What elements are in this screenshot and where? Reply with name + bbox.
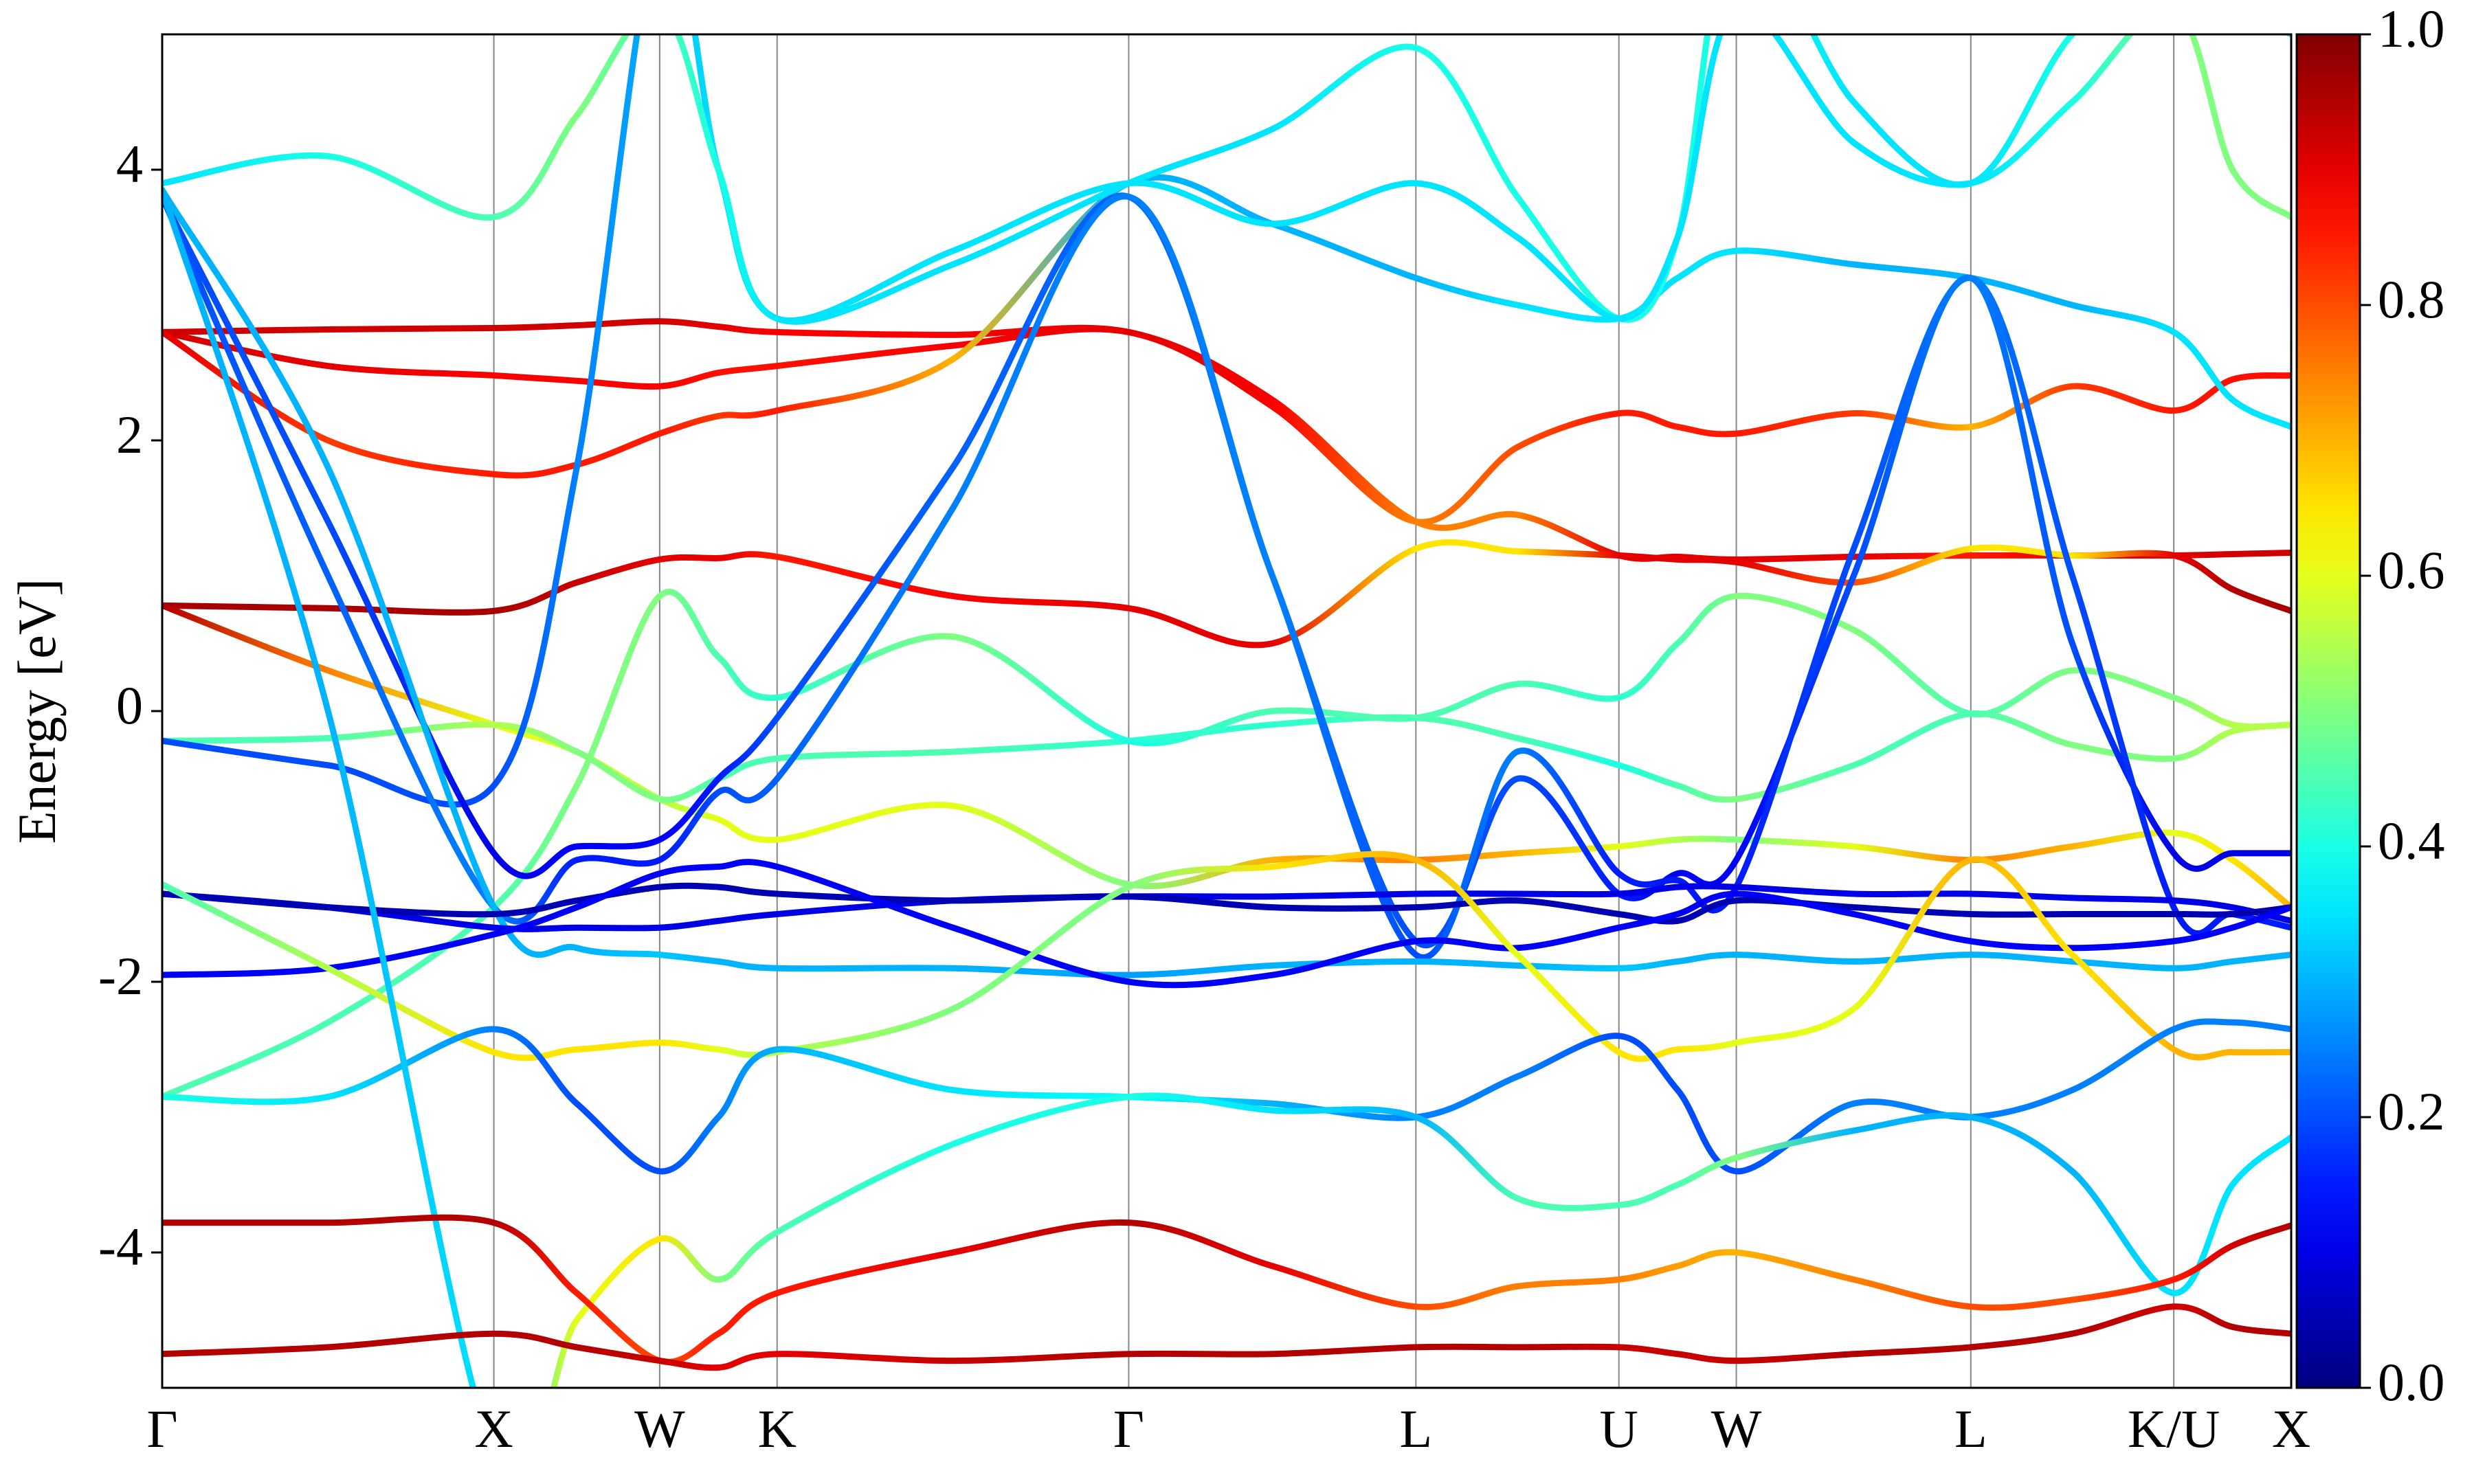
band-line: [162, 187, 2291, 978]
colorbar-tick-label: 0.4: [2378, 811, 2445, 870]
band-line: [162, 710, 2291, 803]
band-line: [162, 851, 2291, 1062]
band-line: [162, 882, 2291, 925]
band-line: [162, 34, 2291, 808]
y-tick-label: -4: [98, 1217, 143, 1277]
x-tick-label: U: [1600, 1399, 1638, 1459]
y-tick-label: -2: [98, 946, 143, 1006]
plot-frame: [161, 33, 2293, 1389]
band-line: [162, 1214, 2291, 1365]
y-tick-label: 4: [116, 134, 143, 194]
colorbar-tick-label: 1.0: [2378, 0, 2445, 58]
x-tick-label: X: [2272, 1399, 2310, 1459]
y-axis-label: Energy [eV]: [7, 578, 67, 844]
band-line: [162, 326, 2291, 526]
band-line: [162, 1018, 2291, 1175]
band-line: [162, 859, 2291, 989]
bands: [162, 34, 2291, 1388]
x-tick-label: Γ: [1113, 1399, 1144, 1459]
y-tick-label: 2: [116, 405, 143, 464]
colorbar-tick-label: 0.8: [2378, 269, 2445, 329]
x-tick-label: W: [1711, 1399, 1762, 1459]
band-line: [162, 34, 2291, 324]
colorbar-tick-label: 0.2: [2378, 1081, 2445, 1141]
colorbar-tick-label: 0.0: [2378, 1352, 2445, 1412]
colorbar: [2295, 33, 2361, 1389]
band-line: [162, 187, 2291, 1388]
x-tick-label: X: [474, 1399, 513, 1459]
band-line: [162, 883, 2291, 932]
band-line: [162, 1303, 2291, 1371]
x-tick-label: Γ: [146, 1399, 177, 1459]
band-line: [162, 588, 2291, 1100]
band-line: [162, 192, 2291, 949]
band-line: [162, 318, 2291, 563]
x-tick-label: L: [1954, 1399, 1987, 1459]
band-line: [162, 539, 2291, 649]
x-tick-label: K/U: [2128, 1399, 2220, 1459]
y-tick-label: 0: [116, 675, 143, 735]
band-line: [162, 193, 2291, 960]
x-tick-label: L: [1400, 1399, 1433, 1459]
colorbar-tick-label: 0.6: [2378, 540, 2445, 600]
x-tick-label: W: [634, 1399, 685, 1459]
x-tick-label: K: [758, 1399, 796, 1459]
